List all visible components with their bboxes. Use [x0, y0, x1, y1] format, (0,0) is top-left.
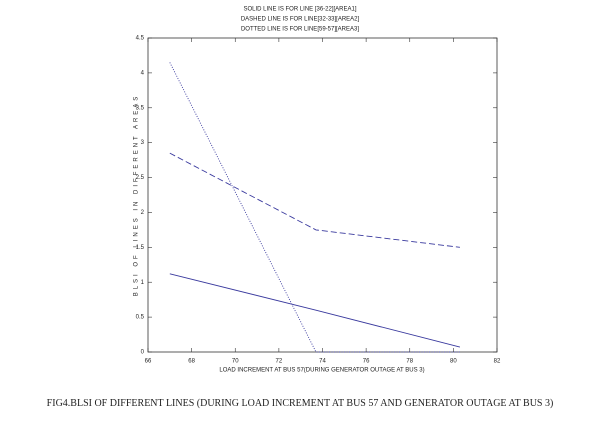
- chart: SOLID LINE IS FOR LINE [36-22][AREA1] DA…: [134, 7, 501, 374]
- x-tick-label: 70: [232, 359, 239, 365]
- x-tick-label: 78: [406, 359, 413, 365]
- figure-caption: FIG4.BLSI OF DIFFERENT LINES (DURING LOA…: [46, 398, 554, 409]
- y-tick-label: 3.5: [136, 105, 145, 111]
- x-tick-label: 74: [319, 359, 326, 365]
- x-tick-label: 68: [188, 359, 195, 365]
- x-tick-label: 76: [363, 359, 370, 365]
- y-tick-label: 1.5: [136, 245, 145, 251]
- y-tick-label: 4.5: [136, 36, 145, 42]
- series-line: [169, 273, 461, 348]
- series-line: [169, 152, 460, 248]
- title-line: SOLID LINE IS FOR LINE [36-22][AREA1]: [243, 7, 356, 13]
- x-tick-label: 80: [450, 359, 457, 365]
- title-line: DOTTED LINE IS FOR LINE[59-57][AREA3]: [241, 27, 359, 33]
- y-tick-label: 0: [141, 350, 145, 356]
- y-axis-label: BLSI OF LINES IN DIFFERENT AREAS: [134, 94, 140, 297]
- y-tick-label: 4: [141, 70, 145, 76]
- x-tick-label: 66: [145, 359, 152, 365]
- y-tick-label: 3: [141, 140, 145, 146]
- y-tick-label: 2: [141, 210, 145, 216]
- series-line: [169, 62, 460, 353]
- y-tick-label: 0.5: [136, 315, 145, 321]
- plot-frame: [147, 37, 498, 353]
- x-tick-label: 72: [276, 359, 283, 365]
- y-tick-label: 1: [141, 280, 145, 286]
- x-tick-label: 82: [494, 359, 501, 365]
- title-line: DASHED LINE IS FOR LINE[32-33][AREA2]: [241, 17, 360, 23]
- x-axis-label: LOAD INCREMENT AT BUS 57(DURING GENERATO…: [219, 368, 424, 374]
- y-tick-label: 2.5: [136, 175, 145, 181]
